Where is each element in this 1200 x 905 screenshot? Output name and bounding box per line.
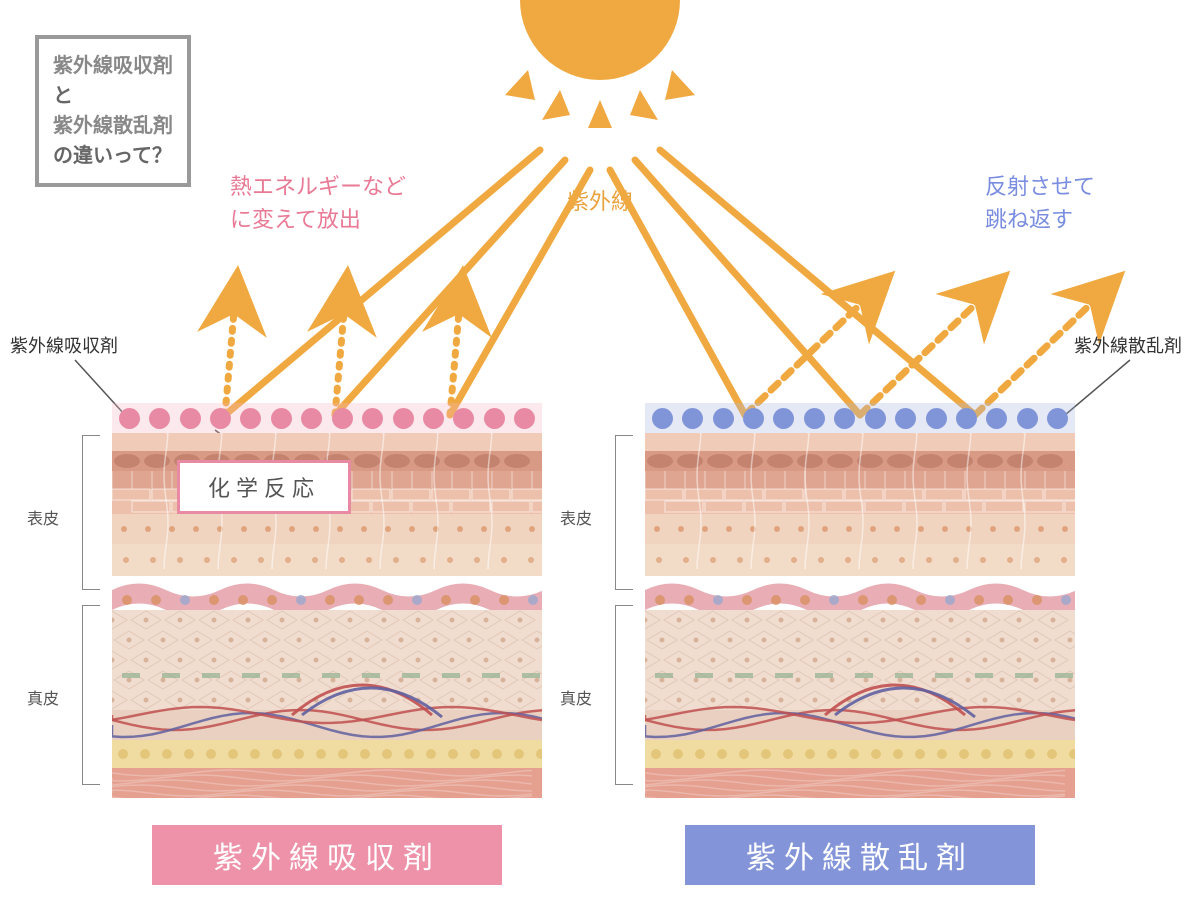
annot-left-l1: 熱エネルギーなど xyxy=(230,170,406,203)
absorber-dots xyxy=(112,403,542,433)
blue-dot xyxy=(926,408,947,429)
blue-dot xyxy=(652,408,673,429)
pink-dot xyxy=(393,408,414,429)
pink-dot xyxy=(180,408,201,429)
blue-dot xyxy=(743,408,764,429)
title-box: 紫外線吸収剤 と 紫外線散乱剤 の違いって？ xyxy=(35,35,191,187)
reaction-badge-text: 化学反応 xyxy=(180,463,348,511)
title-line-2: と xyxy=(53,81,173,111)
annot-right-l2: 跳ね返す xyxy=(985,203,1095,236)
pink-dot xyxy=(484,408,505,429)
blue-dot xyxy=(834,408,855,429)
bottom-label-scatterer: 紫外線散乱剤 xyxy=(685,825,1035,885)
title-line-4: の違いって？ xyxy=(53,141,173,171)
bottom-label-absorber: 紫外線吸収剤 xyxy=(152,825,502,885)
pink-dot xyxy=(332,408,353,429)
label-epidermis-left: 表皮 xyxy=(27,505,59,529)
pink-dot xyxy=(301,408,322,429)
skin-svg-right xyxy=(645,405,1075,800)
blue-dot xyxy=(1047,408,1068,429)
annot-right-l1: 反射させて xyxy=(985,170,1095,203)
skin-section-absorber: 表皮 真皮 化学反応 xyxy=(112,405,542,800)
pink-dot xyxy=(362,408,383,429)
bracket-dermis-right xyxy=(615,605,633,785)
blue-dot xyxy=(986,408,1007,429)
annot-left-l2: に変えて放出 xyxy=(230,203,406,236)
bracket-epidermis-left xyxy=(82,435,100,590)
pink-dot xyxy=(149,408,170,429)
pink-dot xyxy=(271,408,292,429)
pink-dot xyxy=(210,408,231,429)
pink-dot xyxy=(240,408,261,429)
scatterer-dots xyxy=(645,403,1075,433)
pink-dot xyxy=(119,408,140,429)
skin-section-scatterer: 表皮 真皮 xyxy=(645,405,1075,800)
pink-dot xyxy=(453,408,474,429)
blue-dot xyxy=(682,408,703,429)
bracket-epidermis-right xyxy=(615,435,633,590)
callout-absorber: 紫外線吸収剤 xyxy=(10,332,118,358)
annotation-right: 反射させて 跳ね返す xyxy=(985,170,1095,236)
blue-dot xyxy=(956,408,977,429)
sun-icon xyxy=(470,0,730,175)
blue-dot xyxy=(895,408,916,429)
bracket-dermis-left xyxy=(82,605,100,785)
callout-scatterer: 紫外線散乱剤 xyxy=(1074,332,1182,358)
blue-dot xyxy=(865,408,886,429)
blue-dot xyxy=(773,408,794,429)
blue-dot xyxy=(804,408,825,429)
title-line-1: 紫外線吸収剤 xyxy=(53,51,173,81)
pink-dot xyxy=(514,408,535,429)
blue-dot xyxy=(1017,408,1038,429)
reaction-badge: 化学反応 xyxy=(177,460,351,514)
label-epidermis-right: 表皮 xyxy=(560,505,592,529)
annotation-center: 紫外線 xyxy=(567,185,633,218)
pink-dot xyxy=(423,408,444,429)
blue-dot xyxy=(713,408,734,429)
annotation-left: 熱エネルギーなど に変えて放出 xyxy=(230,170,406,236)
title-line-3: 紫外線散乱剤 xyxy=(53,111,173,141)
label-dermis-right: 真皮 xyxy=(560,685,592,709)
label-dermis-left: 真皮 xyxy=(27,685,59,709)
